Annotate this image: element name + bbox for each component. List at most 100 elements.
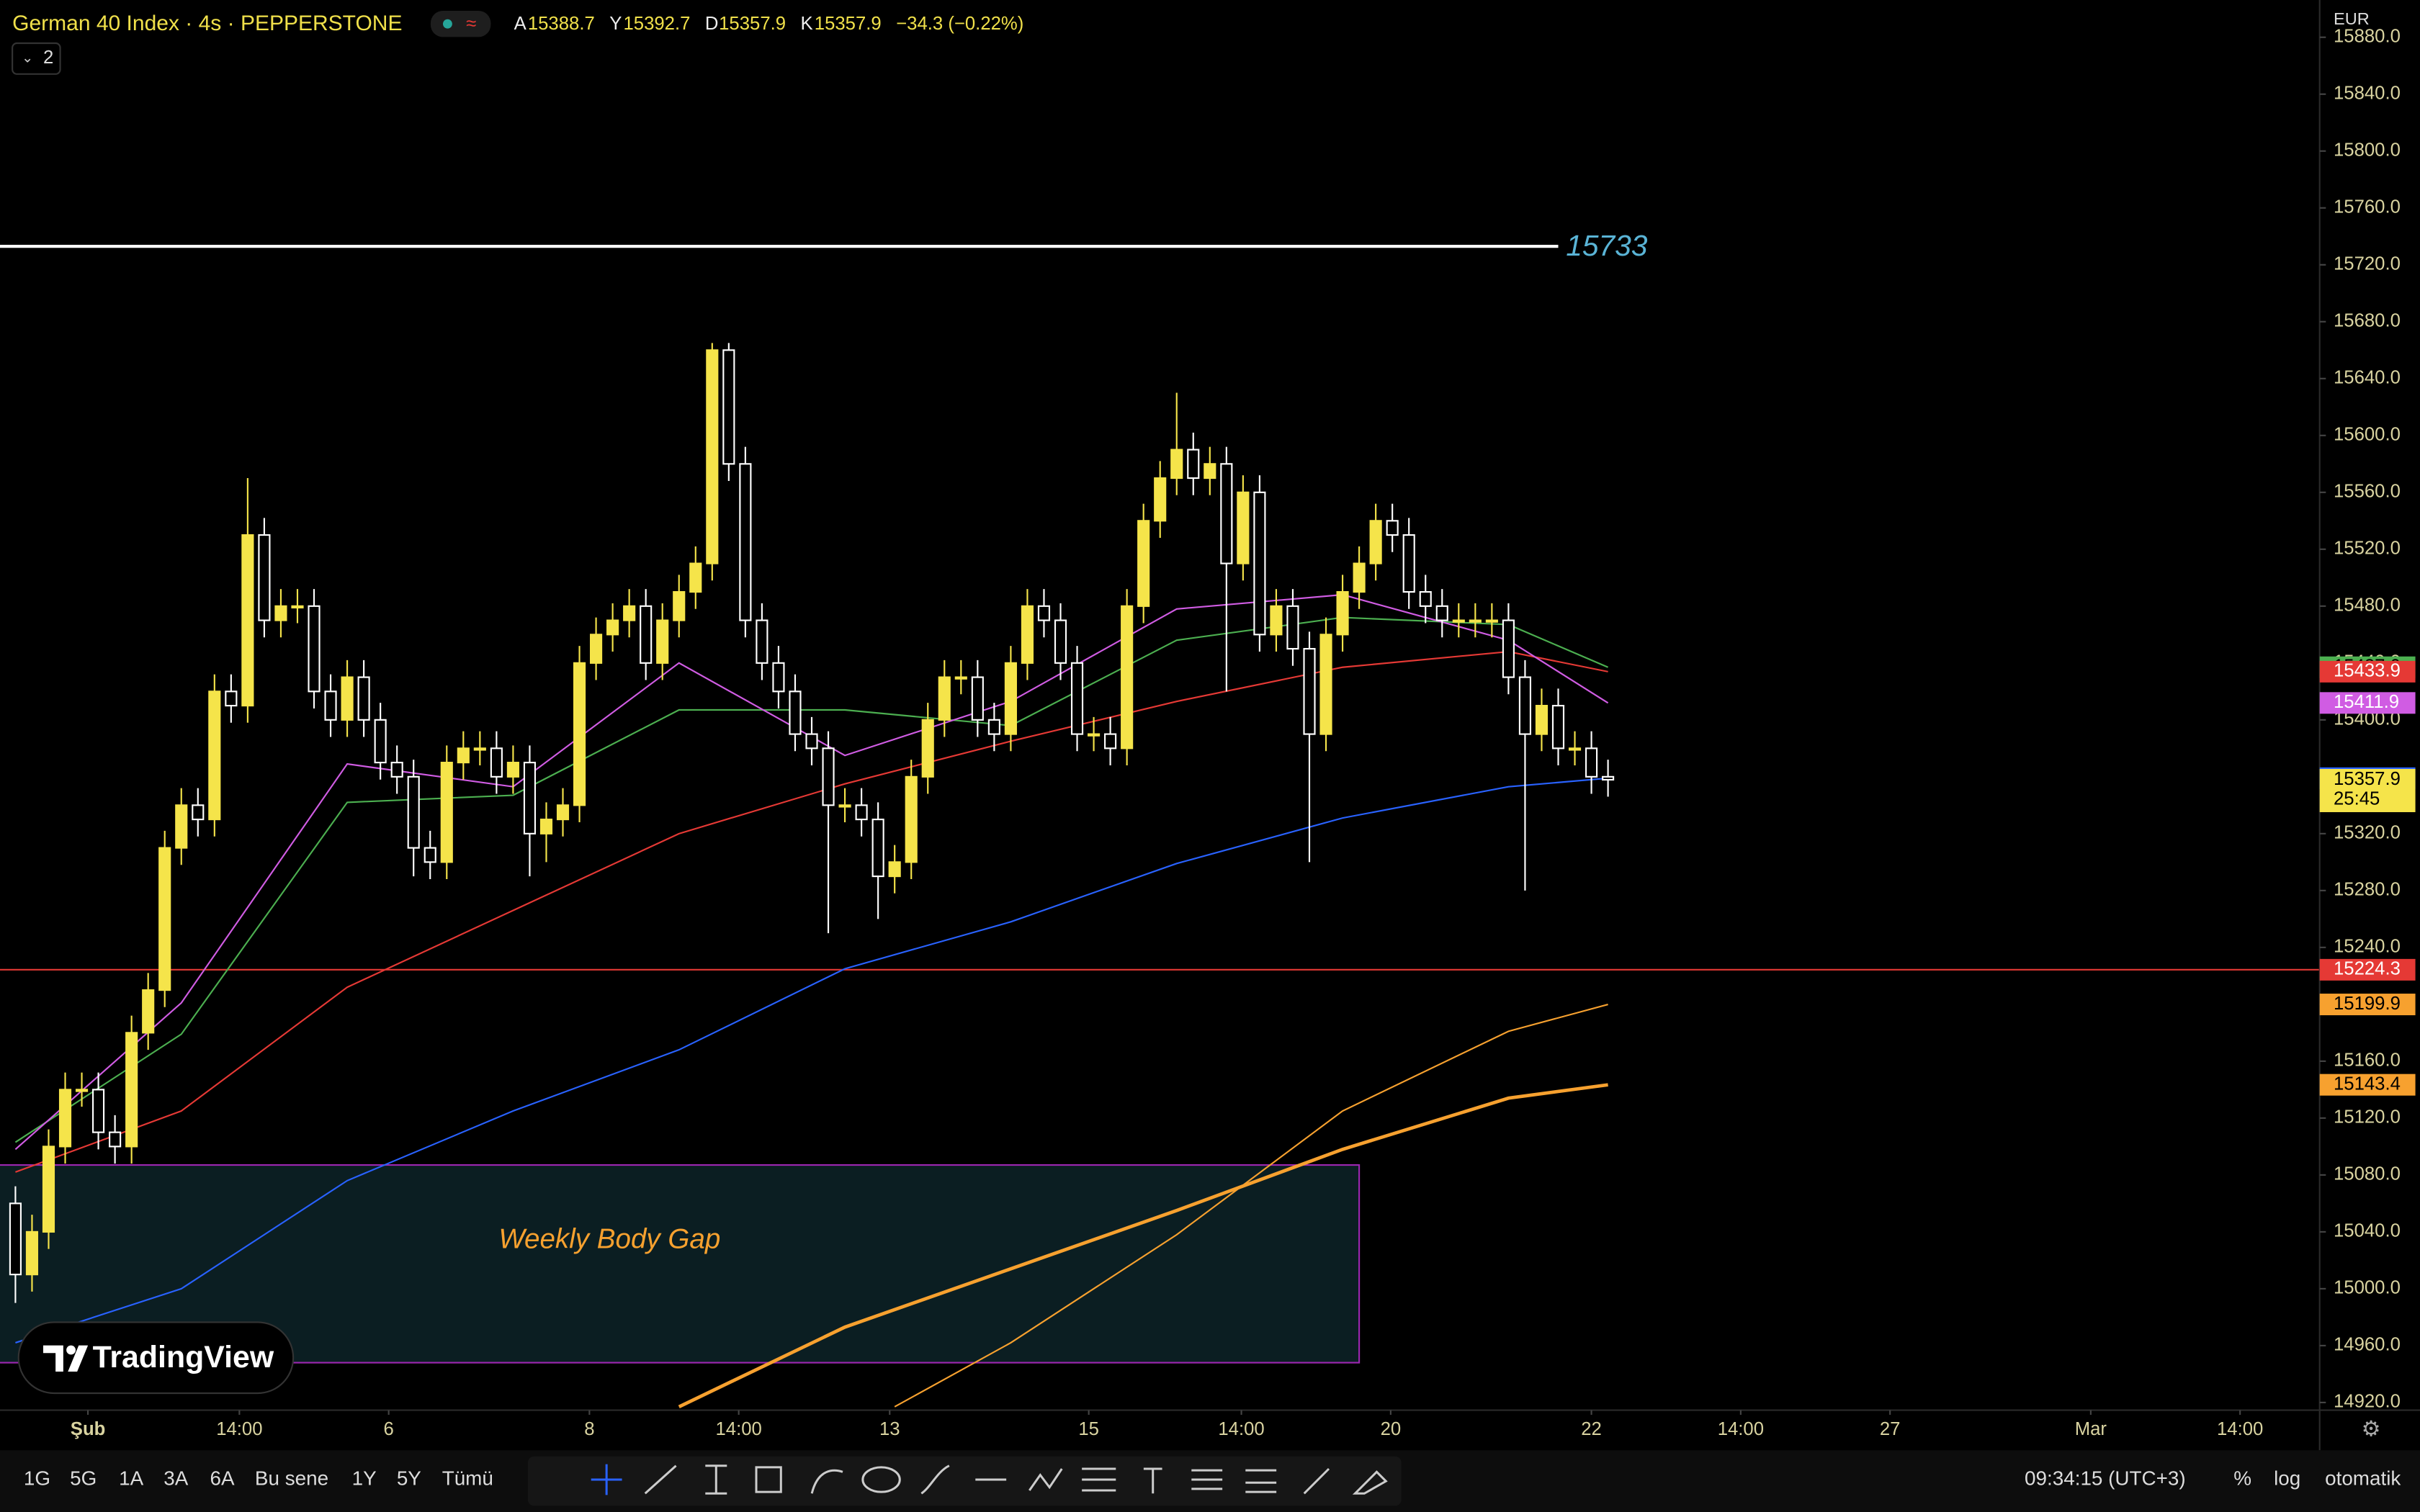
price-tag bbox=[2319, 958, 2416, 981]
candle-body bbox=[75, 1089, 89, 1092]
price-tag-label: 15411.9 bbox=[2334, 692, 2399, 712]
candle-body bbox=[539, 819, 553, 834]
brush-tool[interactable] bbox=[810, 1469, 843, 1494]
y-tick-label: 15320.0 bbox=[2334, 823, 2401, 843]
range-button[interactable]: Bu sene bbox=[255, 1467, 328, 1489]
ellipse-tool[interactable] bbox=[861, 1466, 901, 1493]
candle-body bbox=[1485, 619, 1498, 623]
candle-body bbox=[1004, 662, 1017, 735]
currency[interactable]: EUR bbox=[2334, 9, 2370, 28]
x-tick-label: 14:00 bbox=[2217, 1419, 2263, 1439]
plot-area: Weekly Body Gap bbox=[0, 244, 2320, 1408]
candle-body bbox=[291, 605, 304, 609]
rect-tool[interactable] bbox=[755, 1466, 782, 1493]
price-tag-label: 15224.3 bbox=[2334, 959, 2401, 979]
candle-body bbox=[1319, 634, 1332, 735]
ohlc-value: 15357.9 bbox=[815, 14, 882, 34]
trendline-tool[interactable] bbox=[644, 1464, 677, 1495]
range-button[interactable]: 1Y bbox=[352, 1467, 377, 1489]
candle-body bbox=[938, 676, 951, 721]
candle-body bbox=[1551, 705, 1565, 750]
measure-tool[interactable] bbox=[705, 1464, 727, 1495]
moving-average bbox=[15, 650, 1608, 1173]
price-tag bbox=[2319, 692, 2416, 714]
y-tick-label: 15800.0 bbox=[2334, 140, 2401, 161]
moving-average bbox=[678, 1083, 1608, 1408]
candle-body bbox=[822, 747, 835, 806]
range-button[interactable]: 3A bbox=[163, 1467, 188, 1489]
range-button[interactable]: 1A bbox=[119, 1467, 143, 1489]
candle-body bbox=[1336, 590, 1349, 636]
moving-average bbox=[15, 777, 1608, 1344]
forecast-tool[interactable] bbox=[1245, 1469, 1277, 1493]
candle-body bbox=[109, 1131, 122, 1148]
range-button[interactable]: Tümü bbox=[442, 1467, 493, 1489]
candle-body bbox=[274, 605, 287, 621]
candle-body bbox=[1104, 733, 1117, 750]
logo-text: TradingView bbox=[93, 1340, 274, 1374]
candle-body bbox=[1386, 520, 1399, 536]
candle-body bbox=[142, 989, 155, 1034]
candle-body bbox=[9, 1202, 22, 1276]
y-tick-label: 14920.0 bbox=[2334, 1392, 2401, 1412]
candle-body bbox=[1518, 676, 1532, 735]
candle-body bbox=[92, 1089, 105, 1133]
path-tool[interactable] bbox=[920, 1464, 950, 1495]
drawing-tools bbox=[527, 1456, 1402, 1506]
candle-body bbox=[1170, 449, 1183, 480]
range-button[interactable]: 5Y bbox=[397, 1467, 421, 1489]
candle-body bbox=[1087, 733, 1101, 737]
candle-body bbox=[756, 619, 768, 664]
countdown: 25:45 bbox=[2334, 789, 2380, 809]
candle-body bbox=[606, 619, 619, 636]
price-tag bbox=[2319, 1074, 2416, 1096]
candle-body bbox=[1402, 534, 1415, 593]
eraser-tool[interactable] bbox=[1352, 1470, 1388, 1495]
candle-body bbox=[1303, 647, 1316, 735]
candle-body bbox=[739, 463, 752, 621]
x-tick-label: 14:00 bbox=[1718, 1419, 1764, 1439]
candle-body bbox=[192, 804, 205, 821]
lines-tool[interactable] bbox=[1191, 1469, 1223, 1490]
indicator-toggle[interactable] bbox=[12, 42, 61, 75]
logo-badge[interactable] bbox=[17, 1321, 295, 1395]
fib-tool[interactable] bbox=[1082, 1467, 1116, 1492]
ohlc-legend: A 15388.7 Y 15392.7 D 15357.9 K 15357.9 −34.3 (−… bbox=[514, 14, 1024, 34]
candle-body bbox=[457, 747, 470, 764]
candle-body bbox=[1253, 491, 1266, 636]
symbol-title[interactable]: German 40 Index · 4s · PEPPERSTONE bbox=[12, 12, 402, 35]
candle-body bbox=[1435, 605, 1448, 621]
candle-body bbox=[673, 590, 686, 621]
candle-body bbox=[1452, 619, 1465, 623]
candle-body bbox=[1237, 491, 1250, 564]
status-pill[interactable] bbox=[430, 11, 491, 37]
percent-toggle[interactable]: % bbox=[2233, 1467, 2251, 1489]
ruler-tool[interactable] bbox=[1303, 1467, 1330, 1495]
candle-body bbox=[308, 605, 321, 693]
range-button[interactable]: 6A bbox=[210, 1467, 235, 1489]
candle-body bbox=[706, 349, 719, 564]
candle-body bbox=[1054, 619, 1067, 664]
y-tick-label: 15080.0 bbox=[2334, 1164, 2401, 1184]
settings-gear[interactable]: ⚙ bbox=[2362, 1417, 2381, 1441]
y-tick-label: 15280.0 bbox=[2334, 880, 2401, 900]
candle-body bbox=[1204, 463, 1216, 480]
text-tool[interactable] bbox=[1143, 1467, 1162, 1494]
status-icon: ≈ bbox=[466, 14, 476, 34]
range-button[interactable]: 1G bbox=[24, 1467, 50, 1489]
candle-body bbox=[424, 847, 436, 863]
candle-body bbox=[208, 690, 221, 821]
candle-body bbox=[590, 634, 603, 664]
range-button[interactable]: 5G bbox=[70, 1467, 97, 1489]
crosshair-tool[interactable] bbox=[591, 1464, 622, 1495]
pattern-tool[interactable] bbox=[1028, 1468, 1063, 1491]
log-toggle[interactable]: log bbox=[2274, 1467, 2300, 1489]
candle-body bbox=[1121, 605, 1134, 750]
candle-body bbox=[258, 534, 271, 621]
y-tick-label: 15000.0 bbox=[2334, 1278, 2401, 1298]
auto-toggle[interactable]: otomatik bbox=[2325, 1467, 2401, 1489]
clock[interactable]: 09:34:15 (UTC+3) bbox=[2025, 1467, 2186, 1489]
indicator-count: 2 bbox=[43, 48, 53, 68]
y-tick-label: 15560.0 bbox=[2334, 482, 2401, 502]
